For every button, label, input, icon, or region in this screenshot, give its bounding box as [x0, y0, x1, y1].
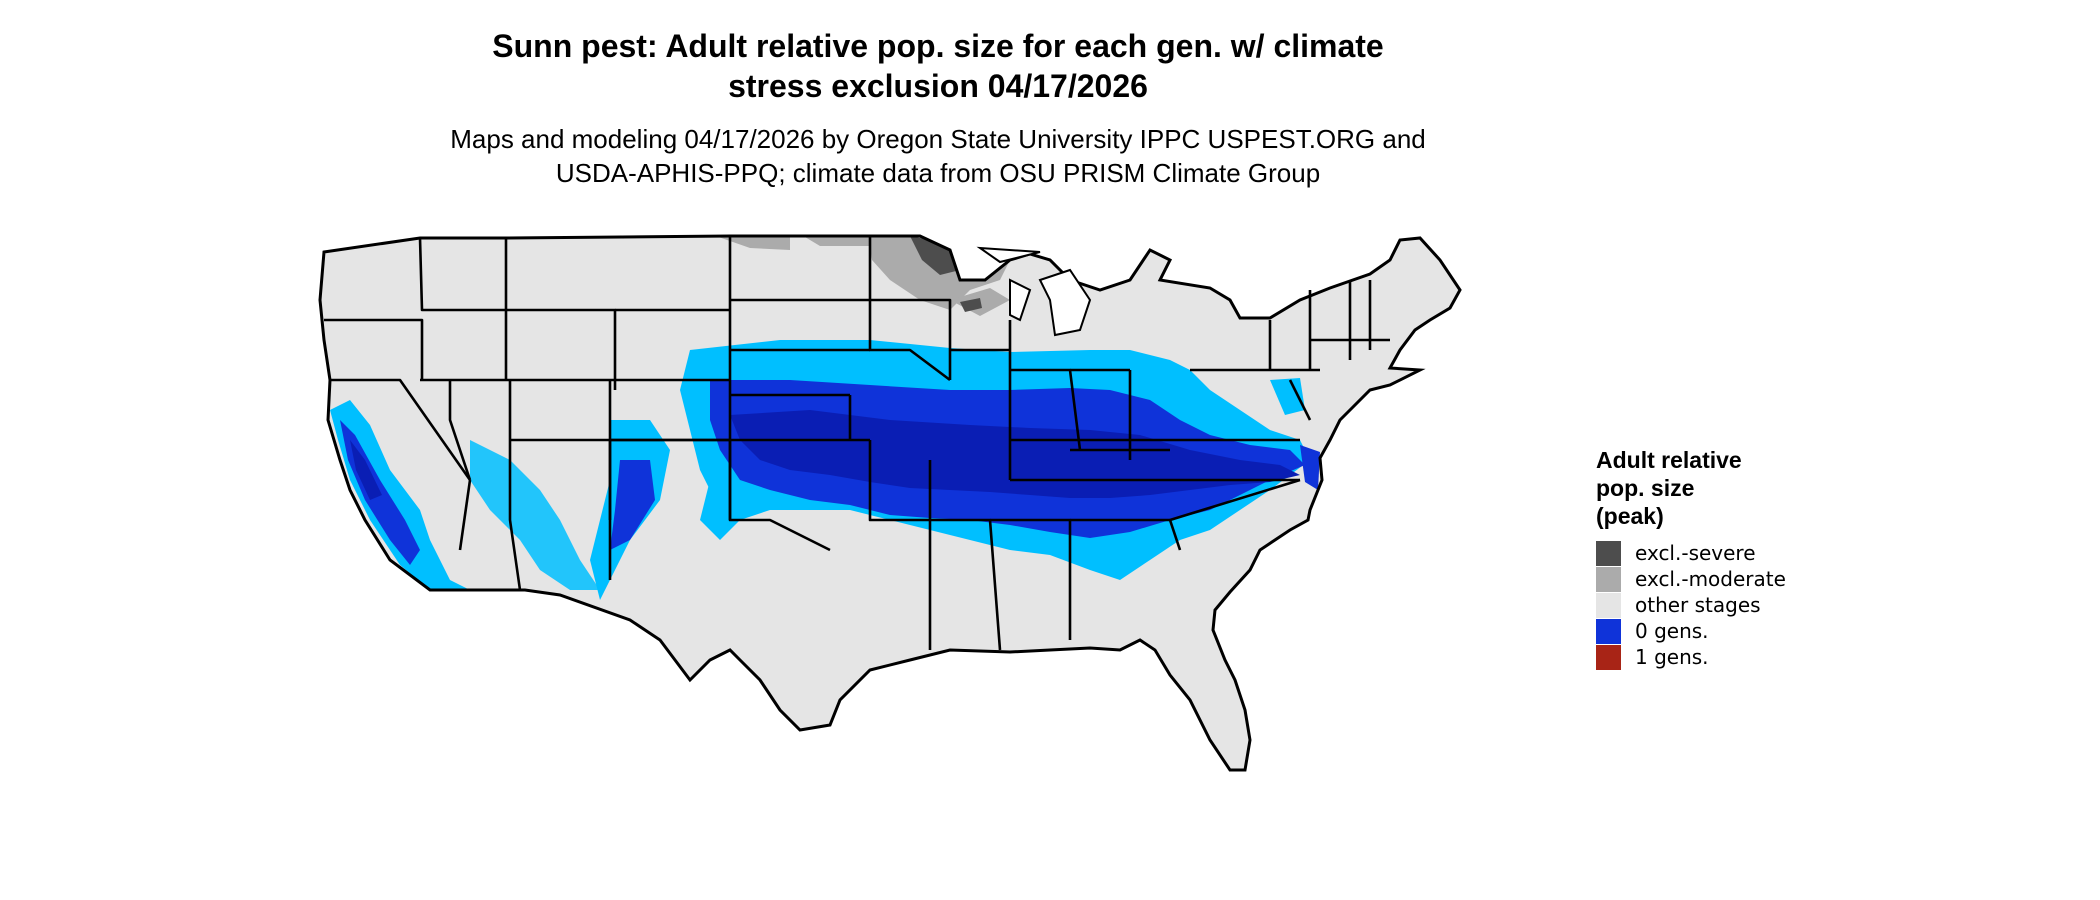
- lake-superior: [976, 246, 1041, 264]
- us-map-svg: [318, 234, 1462, 772]
- map-legend: Adult relative pop. size (peak) excl.-se…: [1596, 446, 1896, 670]
- legend-swatch-other-stages: [1596, 592, 1621, 618]
- legend-swatch-0-gens: [1596, 618, 1621, 644]
- map-title-line-2: stress exclusion 04/17/2026: [728, 68, 1148, 104]
- west-coast-dark-blue: [350, 440, 382, 500]
- map-subtitle-line-2: USDA-APHIS-PPQ; climate data from OSU PR…: [555, 158, 1321, 188]
- nc-coast-mid-blue: [1300, 445, 1320, 490]
- legend-item-excl-severe: excl.-severe: [1596, 540, 1896, 566]
- legend-item-1-gens: 1 gens.: [1596, 644, 1896, 670]
- legend-swatch-excl-moderate: [1596, 566, 1621, 592]
- legend-item-0-gens: 0 gens.: [1596, 618, 1896, 644]
- southwest-light-blue: [470, 440, 600, 590]
- map-title-line-1: Sunn pest: Adult relative pop. size for …: [492, 28, 1384, 64]
- legend-item-excl-moderate: excl.-moderate: [1596, 566, 1896, 592]
- excl-severe-zone-wi: [960, 298, 982, 312]
- legend-label-excl-severe: excl.-severe: [1635, 541, 1756, 565]
- southwest-mid-blue: [610, 460, 655, 550]
- legend-title-line-3: (peak): [1596, 503, 1664, 529]
- legend-label-1-gens: 1 gens.: [1635, 645, 1709, 669]
- lake-michigan: [1009, 278, 1032, 322]
- west-coast-light-blue: [330, 400, 470, 590]
- legend-swatch-excl-severe: [1596, 540, 1621, 566]
- map-subtitle-line-1: Maps and modeling 04/17/2026 by Oregon S…: [450, 124, 1426, 154]
- legend-label-0-gens: 0 gens.: [1635, 619, 1709, 643]
- legend-title-line-1: Adult relative: [1596, 447, 1742, 473]
- legend-title-line-2: pop. size: [1596, 475, 1695, 501]
- md-light-blue: [1270, 378, 1305, 415]
- us-map: [310, 220, 1580, 900]
- legend-label-other-stages: other stages: [1635, 593, 1761, 617]
- state-borders: [324, 236, 1390, 651]
- legend-title: Adult relative pop. size (peak): [1596, 446, 1896, 530]
- lake-huron: [1038, 268, 1092, 337]
- legend-swatch-1-gens: [1596, 644, 1621, 670]
- legend-label-excl-moderate: excl.-moderate: [1635, 567, 1786, 591]
- central-east-dark-blue: [730, 410, 1300, 498]
- legend-item-other-stages: other stages: [1596, 592, 1896, 618]
